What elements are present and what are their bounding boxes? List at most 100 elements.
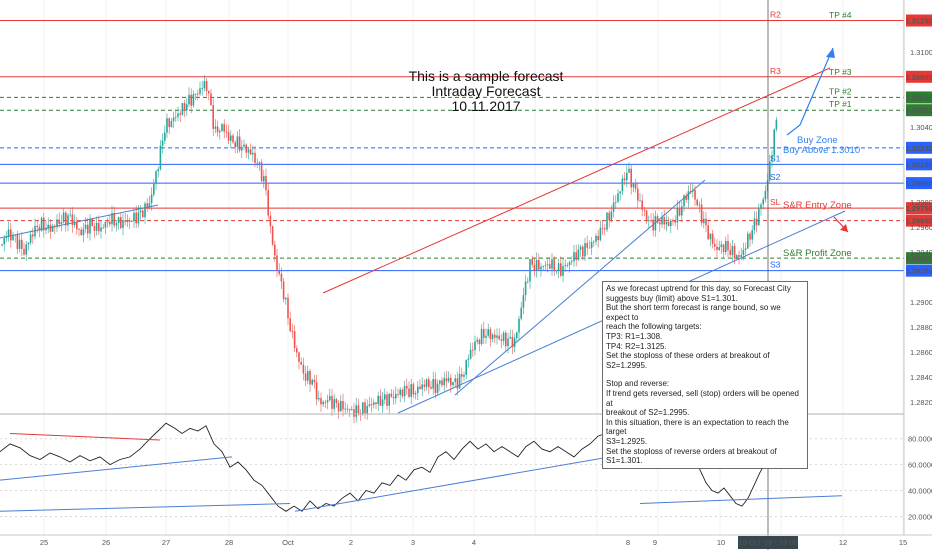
- candle-body: [278, 270, 280, 274]
- candle-body: [386, 394, 388, 406]
- candle-body: [498, 335, 500, 340]
- candle-body: [190, 94, 192, 106]
- candle-body: [395, 393, 397, 399]
- candle-body: [329, 396, 331, 401]
- candle-body: [615, 201, 617, 203]
- candle-body: [137, 212, 140, 224]
- oscillator-trendline: [0, 456, 233, 481]
- candle-body: [749, 233, 751, 240]
- candle-body: [302, 364, 305, 374]
- level-line-label: R2: [770, 10, 781, 20]
- price-level-badge: [906, 91, 932, 104]
- candle-body: [135, 212, 137, 224]
- buy-zone-label: Buy Zone: [797, 135, 838, 146]
- candle-body: [731, 245, 734, 255]
- candle-body: [518, 318, 520, 333]
- candle-body: [546, 264, 549, 266]
- price-level-badge-text: 1.29650: [905, 217, 932, 226]
- candle-body: [617, 193, 619, 202]
- candle-body: [450, 377, 452, 386]
- candle-body: [168, 118, 170, 128]
- candle-body: [469, 349, 472, 359]
- candle-body: [131, 220, 133, 222]
- candle-body: [183, 103, 186, 111]
- price-level-badge-text: 1.30800: [905, 73, 932, 82]
- candle-body: [164, 132, 166, 141]
- candle-body: [370, 404, 373, 406]
- candle-body: [304, 373, 307, 381]
- candle-body: [428, 379, 430, 387]
- candle-body: [729, 250, 731, 255]
- price-tick-label: 1.29000: [910, 298, 932, 307]
- candle-body: [769, 161, 771, 181]
- candle-body: [443, 378, 445, 386]
- candle-body: [179, 113, 181, 115]
- candle-body: [703, 218, 705, 224]
- candle-body: [205, 81, 208, 92]
- tp4-label: TP #4: [829, 10, 852, 20]
- note-line: TP3: R1=1.308.: [606, 331, 663, 341]
- candle-body: [755, 218, 758, 226]
- candle-body: [593, 241, 595, 243]
- candle-body: [458, 374, 461, 389]
- price-tick-label: 1.28800: [910, 323, 932, 332]
- candle-body: [406, 385, 408, 389]
- candle-body: [219, 131, 221, 133]
- price-level-badge-text: 1.30100: [905, 160, 932, 169]
- price-level-badge-text: 1.30533: [905, 106, 932, 115]
- time-tick-label: Oct: [282, 538, 295, 547]
- candle-body: [384, 394, 386, 400]
- price-level-badge-text: 1.30635: [905, 93, 932, 102]
- candle-body: [722, 244, 725, 253]
- candle-body: [588, 247, 591, 249]
- candle-body: [516, 332, 518, 339]
- candle-body: [351, 409, 353, 411]
- candle-body: [500, 339, 503, 341]
- candle-body: [93, 226, 96, 231]
- candle-body: [144, 203, 146, 218]
- candle-body: [5, 237, 8, 239]
- title-line-1: This is a sample forecast: [409, 68, 564, 84]
- candle-body: [324, 401, 327, 403]
- candle-body: [155, 171, 157, 184]
- candle-body: [522, 295, 525, 308]
- candle-body: [159, 145, 162, 170]
- candle-body: [417, 386, 419, 394]
- oscillator-trendline: [0, 503, 291, 512]
- level-line-label: S2: [770, 172, 781, 182]
- candle-body: [12, 235, 14, 241]
- candle-body: [751, 230, 753, 240]
- candle-body: [102, 227, 104, 229]
- title-line-2: Intraday Forecast: [432, 83, 541, 99]
- candle-body: [392, 396, 395, 399]
- candle-body: [300, 362, 302, 365]
- price-level-badge: [906, 252, 932, 265]
- candle-body: [472, 349, 474, 351]
- candle-body: [608, 212, 610, 220]
- candle-body: [630, 168, 632, 188]
- candle-body: [689, 191, 692, 192]
- candle-body: [307, 371, 309, 381]
- candle-body: [421, 384, 423, 390]
- candle-body: [555, 270, 558, 272]
- candle-body: [742, 249, 745, 255]
- candle-body: [771, 155, 773, 162]
- candle-body: [643, 209, 646, 211]
- candle-body: [436, 383, 439, 393]
- oscillator-tick-label: 40.0000: [908, 487, 932, 496]
- candle-body: [238, 136, 241, 151]
- candle-body: [626, 172, 628, 181]
- candle-body: [148, 203, 151, 207]
- time-tick-label: 28: [225, 538, 233, 547]
- candle-body: [43, 217, 45, 231]
- candle-body: [604, 228, 606, 230]
- oscillator-trendline: [639, 495, 843, 504]
- candle-body: [89, 218, 91, 234]
- candle-body: [368, 404, 371, 406]
- candle-body: [346, 408, 349, 410]
- candle-body: [377, 395, 379, 405]
- candle-body: [344, 408, 346, 410]
- candle-body: [355, 405, 357, 417]
- candle-body: [362, 402, 364, 414]
- candle-body: [733, 245, 736, 258]
